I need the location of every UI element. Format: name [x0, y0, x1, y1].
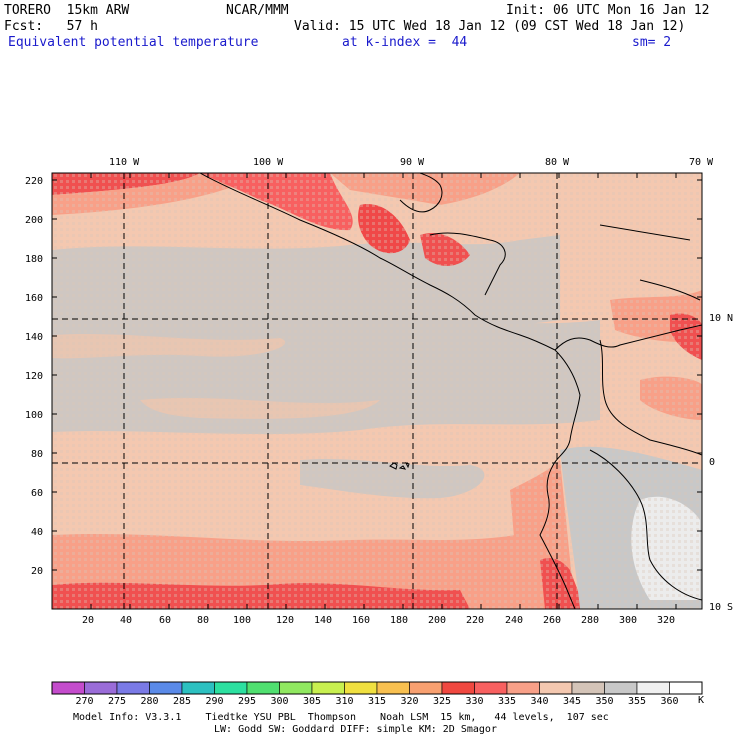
- colorbar-label: 340: [530, 696, 549, 707]
- lat-label-10n: 10 N: [709, 313, 734, 324]
- colorbar-label: 355: [628, 696, 647, 707]
- y-label: 160: [25, 293, 44, 304]
- colorbar-label: 360: [660, 696, 679, 707]
- colorbar-label: 315: [368, 696, 387, 707]
- y-label: 80: [31, 449, 44, 460]
- lon-label-80w: 80 W: [545, 157, 570, 168]
- x-label: 40: [120, 615, 133, 626]
- level-label: at k-index = 44: [342, 35, 468, 50]
- x-label: 320: [657, 615, 676, 626]
- x-label: 120: [276, 615, 295, 626]
- x-label: 100: [233, 615, 252, 626]
- lon-label-90w: 90 W: [400, 157, 425, 168]
- colorbar-label: 325: [433, 696, 452, 707]
- model-title: TORERO 15km ARW: [4, 3, 130, 18]
- y-label: 40: [31, 527, 44, 538]
- plot-frame: [51, 172, 703, 610]
- x-label: 240: [505, 615, 524, 626]
- valid-time: Valid: 15 UTC Wed 18 Jan 12 (09 CST Wed …: [294, 19, 686, 34]
- x-label: 200: [428, 615, 447, 626]
- x-label: 80: [197, 615, 210, 626]
- model-info: Model Info: V3.3.1 Tiedtke YSU PBL Thomp…: [73, 712, 609, 723]
- y-label: 220: [25, 176, 44, 187]
- coastlines: [199, 173, 702, 609]
- x-label: 260: [543, 615, 562, 626]
- colorbar-label: 335: [498, 696, 517, 707]
- colorbar-label: 280: [140, 696, 159, 707]
- x-label: 280: [581, 615, 600, 626]
- colorbar-label: 320: [400, 696, 419, 707]
- colorbar-label: 275: [108, 696, 127, 707]
- lon-label-70w: 70 W: [689, 157, 714, 168]
- forecast-hour: Fcst: 57 h: [4, 19, 98, 34]
- organization-label: NCAR/MMM: [226, 3, 289, 18]
- y-label: 120: [25, 371, 44, 382]
- x-label: 140: [314, 615, 333, 626]
- y-label: 60: [31, 488, 44, 499]
- colorbar-label: 285: [173, 696, 192, 707]
- x-label: 220: [466, 615, 485, 626]
- lat-lon-grid: [52, 173, 702, 609]
- y-label: 200: [25, 215, 44, 226]
- temperature-field: [52, 173, 702, 609]
- colorbar-label: 300: [270, 696, 289, 707]
- smoothing-label: sm= 2: [632, 35, 672, 50]
- colorbar-label: 305: [303, 696, 322, 707]
- colorbar-label: 345: [563, 696, 582, 707]
- lon-label-110w: 110 W: [109, 157, 140, 168]
- lon-label-100w: 100 W: [253, 157, 284, 168]
- colorbar-label: 270: [75, 696, 94, 707]
- x-label: 160: [352, 615, 371, 626]
- colorbar-label: 330: [465, 696, 484, 707]
- physics-info: LW: Godd SW: Goddard DIFF: simple KM: 2D…: [214, 724, 497, 735]
- axis-ticks: [51, 173, 702, 610]
- colorbar-unit: K: [698, 695, 705, 706]
- colorbar-label: 295: [238, 696, 257, 707]
- y-label: 20: [31, 566, 44, 577]
- lat-label-0: 0: [709, 457, 716, 468]
- x-label: 180: [390, 615, 409, 626]
- field-name: Equivalent potential temperature: [8, 35, 259, 50]
- init-time: Init: 06 UTC Mon 16 Jan 12: [506, 3, 710, 18]
- y-label: 100: [25, 410, 44, 421]
- lat-label-10s: 10 S: [709, 602, 734, 613]
- y-label: 140: [25, 332, 44, 343]
- x-label: 20: [82, 615, 95, 626]
- x-label: 300: [619, 615, 638, 626]
- colorbar-label: 310: [335, 696, 354, 707]
- y-label: 180: [25, 254, 44, 265]
- colorbar-label: 290: [205, 696, 224, 707]
- colorbar-label: 350: [595, 696, 614, 707]
- x-label: 60: [159, 615, 172, 626]
